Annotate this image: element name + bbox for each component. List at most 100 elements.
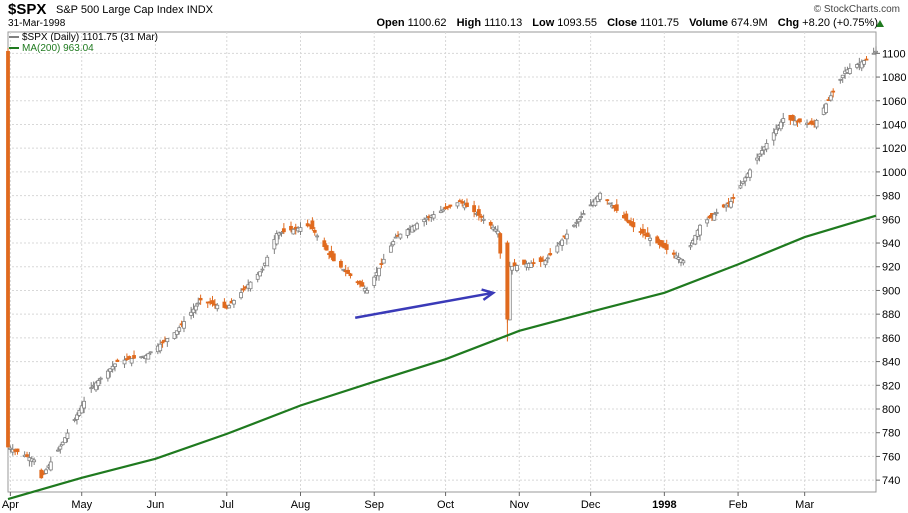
candle-down: [346, 269, 350, 274]
security-name-text: S&P 500 Large Cap Index: [56, 4, 184, 16]
candle-up: [422, 218, 427, 223]
y-tick-label: 940: [882, 238, 900, 250]
candle-up: [260, 268, 265, 271]
candle-up: [277, 232, 282, 236]
candle-down: [15, 448, 20, 453]
candle-down: [331, 253, 336, 262]
candle-up: [793, 120, 798, 126]
candle-up: [32, 459, 37, 463]
candle-up: [828, 95, 833, 101]
candle-up: [148, 351, 153, 354]
candle-up: [298, 227, 303, 232]
candle-up: [391, 241, 396, 246]
candle-up: [576, 219, 581, 223]
candle-up: [455, 202, 460, 207]
candle-up: [738, 185, 743, 189]
candle-up: [748, 169, 752, 178]
candle-up: [814, 119, 819, 128]
chg-label: Chg: [777, 17, 800, 29]
candle-up: [712, 213, 717, 221]
candle-up: [158, 343, 163, 352]
quote-summary: Open 1100.62 High 1110.13 Low 1093.55 Close…: [369, 17, 878, 29]
y-tick-label: 780: [882, 428, 900, 440]
legend-ma-text: MA(200) 963.04: [22, 43, 94, 54]
candle-up: [232, 300, 236, 305]
candle-down: [605, 199, 610, 202]
candle-up: [248, 281, 253, 290]
candle-up: [377, 267, 381, 277]
candle-up: [82, 400, 86, 409]
candle-up: [393, 236, 398, 239]
candle-down: [289, 225, 293, 231]
candle-up: [174, 330, 179, 335]
candle-down: [312, 229, 317, 233]
x-tick-label: Oct: [437, 499, 454, 511]
x-tick-label: Apr: [2, 499, 19, 511]
candle-up: [129, 358, 134, 364]
candle-down: [339, 260, 343, 268]
candle-up: [529, 262, 534, 268]
candle-up: [543, 260, 548, 266]
x-tick-label: Jun: [147, 499, 165, 511]
y-tick-label: 1000: [882, 167, 906, 179]
candle-up: [108, 368, 113, 373]
candle-down: [198, 297, 203, 301]
candle-up: [840, 74, 845, 79]
candle-down: [6, 50, 10, 448]
y-tick-label: 820: [882, 380, 900, 392]
candle-down: [707, 215, 712, 219]
candle-down: [457, 200, 462, 202]
candle-up: [757, 153, 762, 157]
candle-up: [279, 231, 284, 234]
candle-up: [172, 332, 177, 339]
candle-up: [255, 273, 260, 280]
candle-up: [341, 268, 346, 271]
annotation-arrowhead: [481, 288, 496, 301]
candle-down: [210, 300, 215, 305]
candle-down: [798, 118, 802, 123]
candle-down: [360, 282, 365, 287]
candle-up: [274, 233, 279, 245]
candle-up: [648, 237, 652, 241]
candle-down: [522, 259, 526, 265]
candle-up: [79, 405, 84, 414]
candle-down: [322, 240, 327, 247]
candle-up: [705, 219, 710, 224]
ticker-symbol: $SPX: [8, 1, 47, 18]
ma200-line: [7, 214, 877, 501]
candle-up: [98, 377, 103, 380]
candle-up: [572, 224, 576, 227]
y-tick-label: 1080: [882, 72, 906, 84]
candle-up: [574, 221, 579, 224]
candle-up: [729, 201, 733, 208]
candle-down: [212, 303, 217, 306]
chart-header: $SPX S&P 500 Large Cap Index INDX 31-Mar…: [0, 0, 908, 32]
candle-up: [755, 157, 759, 161]
candle-down: [25, 454, 29, 457]
candle-up: [113, 363, 117, 368]
candle-up: [688, 245, 693, 248]
close-label: Close: [607, 17, 638, 29]
candle-up: [441, 209, 446, 212]
candle-up: [764, 143, 769, 150]
candle-down: [631, 222, 636, 228]
candle-down: [624, 213, 629, 221]
y-tick-label: 1100: [882, 48, 906, 60]
x-tick-label: 1998: [652, 499, 676, 511]
candle-up: [693, 235, 698, 245]
low-label: Low: [532, 17, 555, 29]
candle-up: [481, 218, 486, 221]
x-tick-label: Jul: [220, 499, 234, 511]
candle-up: [182, 321, 186, 329]
candle-down: [281, 228, 286, 233]
y-tick-label: 980: [882, 191, 900, 203]
candle-up: [560, 239, 564, 246]
candle-up: [405, 229, 410, 236]
x-tick-label: Aug: [291, 499, 311, 511]
up-triangle-icon: [876, 20, 884, 27]
x-tick-label: Feb: [729, 499, 748, 511]
candle-up: [847, 68, 852, 74]
y-tick-label: 920: [882, 262, 900, 274]
candle-up: [72, 419, 77, 421]
